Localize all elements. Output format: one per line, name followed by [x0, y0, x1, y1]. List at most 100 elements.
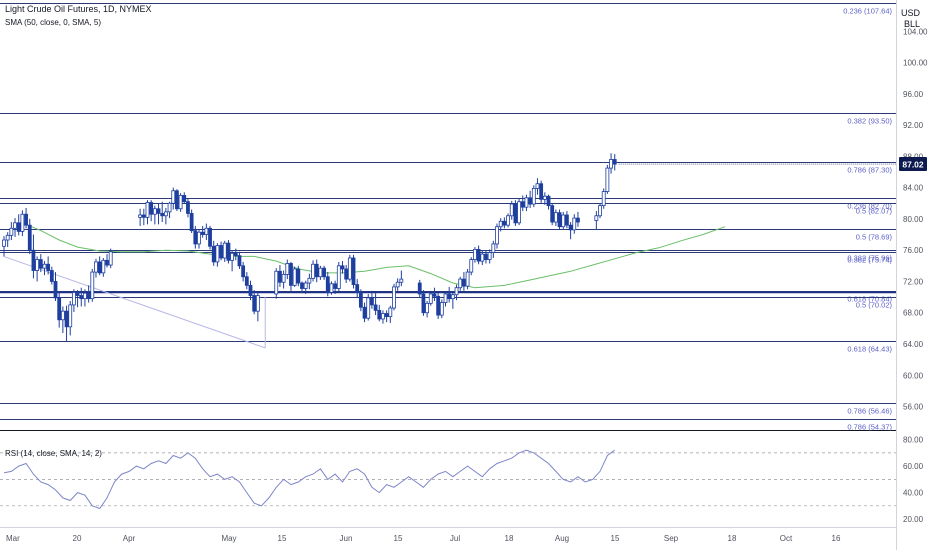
time-tick-label: 18 — [728, 534, 737, 543]
time-tick-label: May — [221, 534, 236, 543]
candle — [281, 270, 286, 289]
candle — [542, 192, 547, 205]
candle — [27, 218, 32, 255]
candle-body — [197, 231, 201, 245]
rsi-tick-label: 60.00 — [903, 462, 924, 471]
candle-body — [572, 217, 577, 231]
candle-body — [576, 217, 580, 223]
candle — [175, 189, 179, 212]
candle — [461, 272, 466, 291]
candle-body — [160, 213, 165, 217]
candle-body — [222, 242, 227, 259]
candle — [226, 240, 231, 264]
candle-body — [255, 295, 260, 312]
candle-body — [355, 284, 360, 293]
candle — [79, 287, 84, 307]
candle — [244, 272, 249, 290]
candle-body — [186, 201, 190, 214]
candle-body — [340, 265, 345, 270]
candle — [252, 290, 257, 315]
fib-level-label: 0.5 (78.69) — [856, 233, 893, 242]
candle — [233, 248, 238, 261]
symbol-title: Light Crude Oil Futures, 1D, NYMEX — [5, 4, 152, 14]
candle-body — [226, 242, 231, 261]
candle-body — [450, 294, 455, 300]
time-tick-label: 15 — [278, 534, 287, 543]
candle — [138, 208, 143, 226]
candle — [473, 247, 477, 263]
candle-body — [248, 284, 253, 296]
candle — [344, 265, 349, 284]
fib-level-label: 0.786 (87.30) — [847, 166, 892, 175]
time-tick-label: Aug — [555, 534, 569, 543]
candle-body — [175, 190, 179, 210]
candle — [381, 310, 385, 324]
fib-level-label: 0.786 (56.46) — [847, 407, 892, 416]
candle — [487, 249, 492, 264]
candle-body — [182, 195, 187, 203]
candle — [193, 225, 198, 249]
candle-body — [329, 283, 334, 293]
candle-body — [57, 297, 62, 321]
candle-body — [20, 213, 25, 232]
candle — [333, 280, 338, 294]
time-tick-label: 16 — [832, 534, 841, 543]
candle-body — [171, 190, 176, 204]
candle-body — [79, 295, 84, 300]
price-tick-label: 64.00 — [903, 340, 924, 349]
candle — [506, 213, 510, 228]
candle — [425, 301, 430, 318]
candle-body — [428, 293, 433, 304]
price-tick-label: 60.00 — [903, 371, 924, 380]
candle-body — [24, 213, 28, 226]
candle-body — [506, 215, 510, 226]
candle — [16, 214, 21, 236]
time-tick-label: 20 — [73, 534, 82, 543]
rsi-pane: 80.00 60.00 40.00 20.00 — [0, 436, 924, 524]
candle — [495, 223, 499, 249]
candle-body — [64, 310, 69, 328]
candle-body — [237, 255, 242, 267]
candle-body — [557, 212, 562, 228]
candle-body — [90, 271, 95, 300]
candle-body — [333, 283, 338, 289]
candle-body — [432, 293, 437, 297]
candle-body — [517, 201, 521, 224]
candle — [436, 292, 441, 319]
candle — [439, 299, 444, 319]
candle-body — [366, 297, 371, 319]
price-tick-label: 92.00 — [903, 121, 924, 130]
time-axis: Mar 20 Apr May 15 Jun 15 Jul 18 Aug 15 Sep 18 Oct 16 — [6, 534, 841, 543]
candle — [35, 256, 40, 282]
candle-body — [241, 265, 246, 278]
fib-level-label: 0.236 (82.70) — [847, 202, 892, 211]
candle — [307, 273, 312, 290]
candle-body — [344, 268, 349, 280]
candle — [561, 211, 566, 230]
candle-body — [289, 263, 293, 286]
candle-body — [347, 257, 352, 280]
candle — [5, 232, 10, 248]
candles — [2, 153, 617, 342]
currency-label: USD — [900, 8, 920, 18]
candle-body — [498, 220, 503, 228]
fib-level-label: 0.382 (93.50) — [847, 117, 892, 126]
candle — [498, 218, 503, 232]
fib-level-label: 0.382 (75.74) — [847, 256, 892, 265]
candle-body — [565, 214, 569, 226]
candle-body — [292, 268, 297, 286]
candle-body — [399, 278, 404, 283]
candle-body — [178, 195, 183, 210]
candle-body — [138, 214, 143, 218]
last-price-label: 87.02 — [902, 160, 924, 170]
candle-body — [325, 276, 330, 293]
candle-body — [149, 202, 154, 215]
candle-body — [285, 263, 290, 275]
candle — [53, 272, 58, 301]
price-tick-label: 68.00 — [903, 309, 924, 318]
candle-body — [502, 220, 507, 226]
rsi-tick-label: 80.00 — [903, 436, 924, 445]
candle-body — [27, 224, 32, 251]
candle — [395, 278, 400, 291]
